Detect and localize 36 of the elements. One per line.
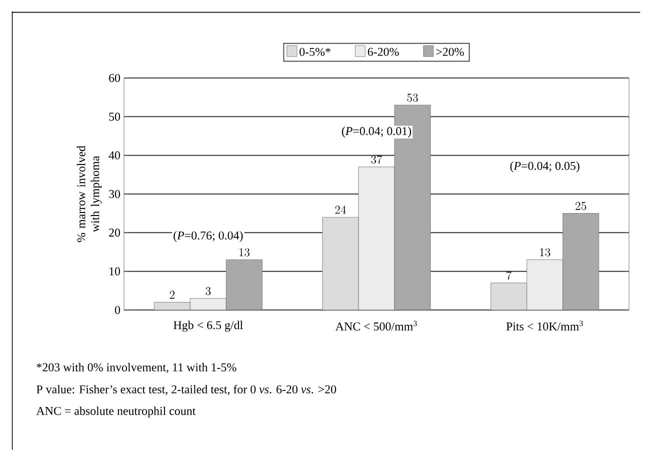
data-label: 25 xyxy=(576,202,586,210)
bar xyxy=(562,213,600,310)
y-tick-label: 0 xyxy=(114,306,120,314)
annotation: (P=0.04; 0.01) xyxy=(342,126,412,138)
x-tick-label: ANC < 500/mm$^{3}$ xyxy=(335,320,417,330)
data-label: 53 xyxy=(407,94,418,102)
data-label: 7 xyxy=(506,271,512,280)
y-tick-label: 40 xyxy=(108,151,120,160)
y-tick-label: 50 xyxy=(109,112,120,121)
bar xyxy=(526,260,564,310)
data-label: 24 xyxy=(335,206,346,214)
data-label: 2 xyxy=(170,290,175,299)
bar xyxy=(490,282,528,310)
legend-label: 0-5%* xyxy=(300,48,330,56)
y-tick-label: 60 xyxy=(109,74,120,82)
y-tick-label: 20 xyxy=(109,228,120,237)
bar xyxy=(190,298,226,310)
y-tick-label: 10 xyxy=(110,267,120,276)
annotation: (P=0.04; 0.05) xyxy=(510,162,580,172)
bar xyxy=(226,260,262,310)
text: ANC = absolute neutrophil count xyxy=(36,406,196,418)
y-axis-title: % marrow involved with lymphoma xyxy=(76,146,102,242)
text: *203 with 0% involvement, 11 with 1-5% xyxy=(36,362,236,374)
legend-label: 6-20% xyxy=(368,48,399,56)
data-label: 13 xyxy=(239,248,250,256)
x-tick-label: Hgb < 6.5 g/dl xyxy=(174,320,243,332)
y-tick-label: 30 xyxy=(109,190,120,198)
bar xyxy=(358,166,395,310)
data-label: 13 xyxy=(540,248,550,256)
legend-label: >20% xyxy=(436,48,464,56)
data-label: 3 xyxy=(206,286,211,296)
text: P value: Fisher’s exact test, 2-tailed test, for 0 vs. 6-20 vs. >20 xyxy=(36,384,336,396)
bar xyxy=(322,217,359,310)
data-label: 37 xyxy=(371,155,382,164)
annotation: (P=0.76; 0.04) xyxy=(174,231,243,242)
x-tick-label: Pits < 10K/mm$^{3}$ xyxy=(506,320,583,330)
